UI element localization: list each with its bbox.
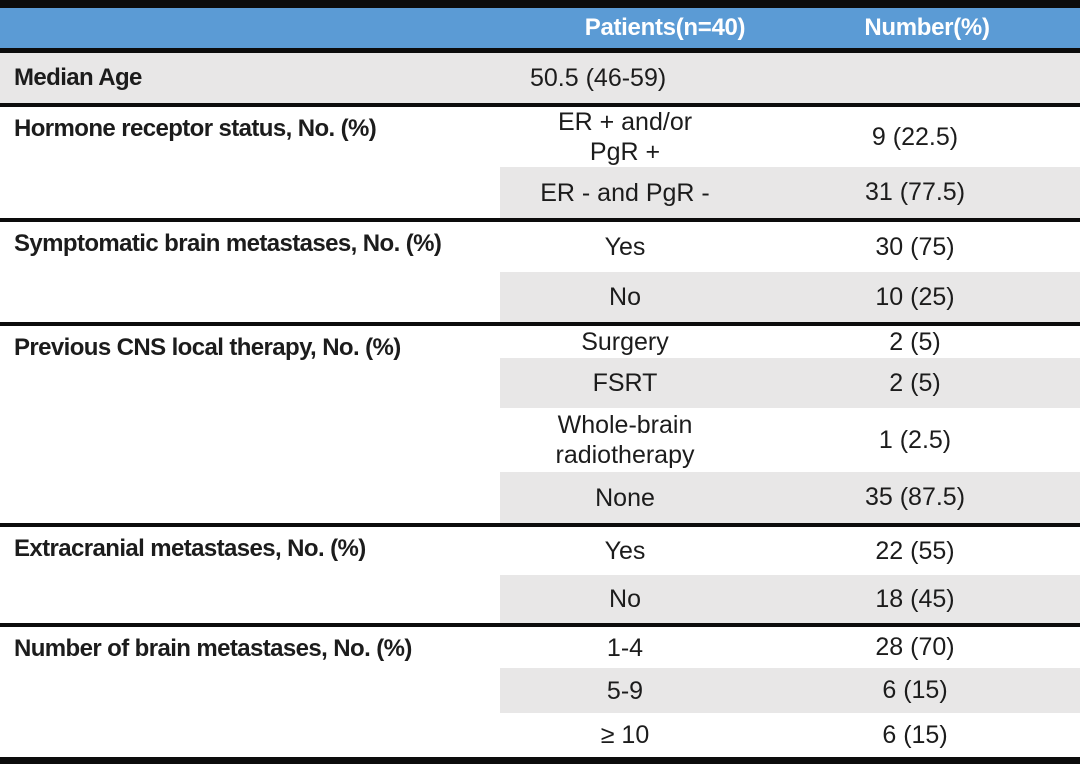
table-header-row: Patients(n=40) Number(%) xyxy=(0,8,1080,48)
value-cell: 9 (22.5) xyxy=(871,122,959,151)
header-empty-cell xyxy=(0,8,500,48)
category-cell: No xyxy=(609,585,641,613)
table-row: No 10 (25) xyxy=(500,272,1080,322)
row-label-previous-cns: Previous CNS local therapy, No. (%) xyxy=(14,334,401,361)
rule-5 xyxy=(0,623,1080,627)
category-cell: Yes xyxy=(604,233,646,261)
header-patients-cell: Patients(n=40) xyxy=(500,8,750,48)
table-row: No 18 (45) xyxy=(500,575,1080,623)
value-cell: 2 (5) xyxy=(889,327,941,356)
category-cell: Surgery xyxy=(581,328,669,356)
section-number-brain-metastases: Number of brain metastases, No. (%) 1-4 … xyxy=(0,627,1080,757)
category-cell: FSRT xyxy=(592,369,658,397)
section-hormone-receptor: Hormone receptor status, No. (%) ER + an… xyxy=(0,107,1080,218)
row-label-extracranial: Extracranial metastases, No. (%) xyxy=(14,535,366,562)
top-rule xyxy=(0,0,1080,8)
rule-below-header xyxy=(0,48,1080,53)
table-row: None 35 (87.5) xyxy=(500,472,1080,523)
rule-2 xyxy=(0,218,1080,222)
table-row: ER - and PgR - 31 (77.5) xyxy=(500,167,1080,218)
row-label-number-metastases: Number of brain metastases, No. (%) xyxy=(14,635,412,662)
value-cell: 10 (25) xyxy=(875,282,955,311)
section-extracranial-metastases: Extracranial metastases, No. (%) Yes 22 … xyxy=(0,527,1080,623)
hormone-subrows: ER + and/or PgR + 9 (22.5) ER - and PgR … xyxy=(500,107,1080,218)
value-cell: 1 (2.5) xyxy=(878,425,952,454)
table-row: FSRT 2 (5) xyxy=(500,358,1080,408)
table-row: ER + and/or PgR + 9 (22.5) xyxy=(500,107,1080,167)
table-row: Surgery 2 (5) xyxy=(500,326,1080,358)
value-cell: 35 (87.5) xyxy=(864,483,966,511)
header-patients-label: Patients(n=40) xyxy=(584,14,746,41)
value-cell: 30 (75) xyxy=(875,232,955,261)
symptomatic-subrows: Yes 30 (75) No 10 (25) xyxy=(500,222,1080,322)
category-cell: Whole-brain radiotherapy xyxy=(555,411,695,469)
section-previous-cns-therapy: Previous CNS local therapy, No. (%) Surg… xyxy=(0,326,1080,523)
extracranial-subrows: Yes 22 (55) No 18 (45) xyxy=(500,527,1080,623)
row-label-median-age: Median Age xyxy=(14,64,142,92)
category-cell: 5-9 xyxy=(606,676,644,705)
value-cell: 28 (70) xyxy=(875,633,955,661)
rule-4 xyxy=(0,523,1080,527)
rule-1 xyxy=(0,103,1080,107)
value-cell: 31 (77.5) xyxy=(864,178,966,206)
table-row: ≥ 10 6 (15) xyxy=(500,713,1080,757)
rule-3 xyxy=(0,322,1080,326)
cns-subrows: Surgery 2 (5) FSRT 2 (5) Whole-brain rad… xyxy=(500,326,1080,523)
header-number-label: Number(%) xyxy=(864,14,990,41)
row-label-symptomatic: Symptomatic brain metastases, No. (%) xyxy=(14,230,442,257)
category-cell: No xyxy=(609,283,641,311)
section-median-age: Median Age 50.5 (46-59) xyxy=(0,53,1080,103)
table-row: 5-9 6 (15) xyxy=(500,668,1080,713)
value-cell: 6 (15) xyxy=(882,676,948,704)
median-age-number-cell xyxy=(750,53,1080,103)
value-cell: 18 (45) xyxy=(875,584,955,613)
category-cell: ER - and PgR - xyxy=(540,178,710,207)
value-cell: 6 (15) xyxy=(882,720,948,749)
median-age-value-cell: 50.5 (46-59) xyxy=(530,64,667,92)
number-subrows: 1-4 28 (70) 5-9 6 (15) ≥ 10 6 (15) xyxy=(500,627,1080,757)
category-cell: None xyxy=(595,483,655,512)
category-cell: 1-4 xyxy=(606,633,644,662)
section-symptomatic-brain-metastases: Symptomatic brain metastases, No. (%) Ye… xyxy=(0,222,1080,322)
header-number-cell: Number(%) xyxy=(750,8,1080,48)
value-cell: 22 (55) xyxy=(875,536,955,565)
category-cell: Yes xyxy=(604,537,646,565)
table-row: 1-4 28 (70) xyxy=(500,627,1080,668)
bottom-rule xyxy=(0,757,1080,764)
category-cell: ≥ 10 xyxy=(600,721,650,749)
table-row: Whole-brain radiotherapy 1 (2.5) xyxy=(500,408,1080,472)
category-cell: ER + and/or PgR + xyxy=(557,108,693,166)
table-row: Yes 22 (55) xyxy=(500,527,1080,575)
table-row: Yes 30 (75) xyxy=(500,222,1080,272)
row-label-hormone-receptor: Hormone receptor status, No. (%) xyxy=(14,115,377,142)
value-cell: 2 (5) xyxy=(889,368,941,397)
